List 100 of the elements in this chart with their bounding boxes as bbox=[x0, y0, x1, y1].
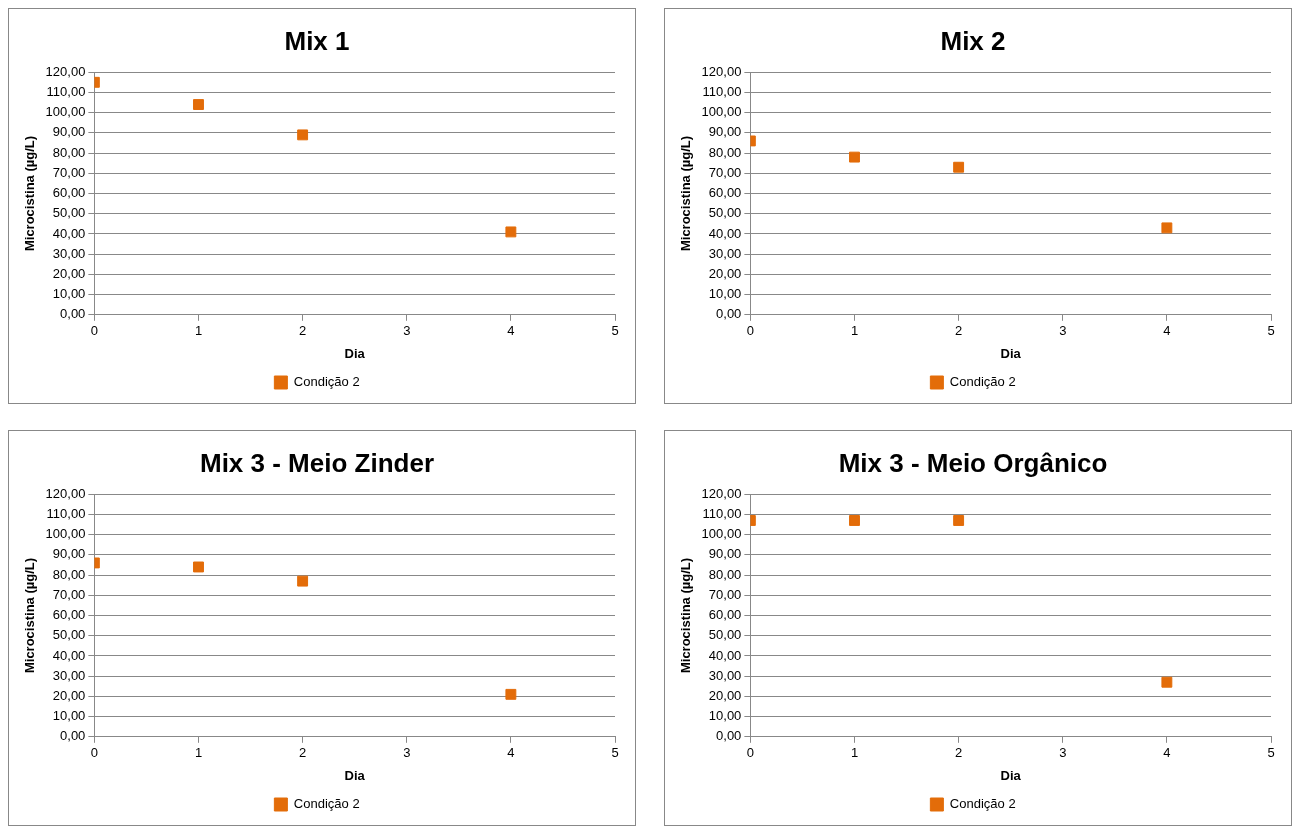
x-tick-label: 2 bbox=[299, 323, 307, 339]
y-tick-label: 40,00 bbox=[52, 647, 86, 663]
y-tick-label: 80,00 bbox=[708, 566, 742, 582]
x-tick-label: 0 bbox=[746, 323, 754, 339]
y-tick-label: 80,00 bbox=[52, 566, 86, 582]
y-tick-label: 90,00 bbox=[708, 124, 742, 140]
y-tick-label: 70,00 bbox=[52, 586, 86, 602]
x-tick-label: 4 bbox=[507, 745, 515, 761]
y-tick-label: 120,00 bbox=[45, 63, 86, 79]
y-tick-label: 0,00 bbox=[716, 306, 742, 322]
y-tick-label: 20,00 bbox=[708, 687, 742, 703]
x-tick-label: 1 bbox=[194, 745, 203, 761]
x-tick-label: 1 bbox=[850, 745, 859, 761]
y-tick-label: 80,00 bbox=[708, 144, 742, 160]
y-tick-label: 40,00 bbox=[708, 647, 742, 663]
y-axis-title: Microcistina (µg/L) bbox=[678, 557, 694, 674]
chart-title: Mix 3 - Meio Zinder bbox=[199, 447, 435, 478]
y-tick-label: 90,00 bbox=[708, 546, 742, 562]
y-tick-label: 10,00 bbox=[708, 708, 742, 724]
chart-title: Mix 2 bbox=[940, 25, 1006, 56]
y-tick-label: 60,00 bbox=[52, 607, 86, 623]
y-tick-label: 90,00 bbox=[52, 124, 86, 140]
y-tick-label: 120,00 bbox=[701, 63, 742, 79]
x-tick-label: 1 bbox=[850, 323, 859, 339]
point bbox=[953, 161, 965, 173]
y-tick-label: 110,00 bbox=[702, 505, 742, 521]
y-tick-label: 100,00 bbox=[45, 104, 86, 120]
x-tick-label: 0 bbox=[746, 745, 754, 761]
x-tick-label: 4 bbox=[507, 323, 515, 339]
point bbox=[193, 99, 204, 110]
x-tick-label: 0 bbox=[90, 745, 98, 761]
point bbox=[297, 575, 309, 587]
x-axis-title: Dia bbox=[1000, 767, 1022, 783]
y-axis-title: Microcistina (µg/L) bbox=[22, 135, 38, 252]
x-axis-title: Dia bbox=[344, 345, 366, 361]
y-tick-label: 50,00 bbox=[708, 627, 742, 643]
x-tick-label: 2 bbox=[955, 323, 963, 339]
y-tick-label: 50,00 bbox=[52, 205, 86, 221]
x-tick-label: 3 bbox=[403, 745, 411, 761]
legend-label: Condição 2 bbox=[949, 374, 1016, 390]
y-tick-label: 100,00 bbox=[701, 104, 742, 120]
y-tick-label: 110,00 bbox=[46, 83, 86, 99]
y-tick-label: 60,00 bbox=[708, 185, 742, 201]
y-tick-label: 10,00 bbox=[52, 286, 86, 302]
y-tick-label: 70,00 bbox=[708, 586, 742, 602]
x-tick-label: 2 bbox=[955, 745, 963, 761]
y-tick-label: 70,00 bbox=[708, 164, 742, 180]
y-tick-label: 0,00 bbox=[60, 728, 86, 744]
x-tick-label: 5 bbox=[1267, 745, 1275, 761]
chart-title: Mix 1 bbox=[284, 25, 350, 56]
y-tick-label: 70,00 bbox=[52, 164, 86, 180]
y-tick-label: 30,00 bbox=[708, 245, 742, 261]
y-tick-label: 0,00 bbox=[60, 306, 86, 322]
x-tick-label: 2 bbox=[299, 745, 307, 761]
y-tick-label: 40,00 bbox=[52, 225, 86, 241]
y-tick-label: 100,00 bbox=[45, 526, 86, 542]
y-tick-label: 30,00 bbox=[708, 667, 742, 683]
x-tick-label: 0 bbox=[90, 323, 98, 339]
x-axis-title: Dia bbox=[1000, 345, 1022, 361]
chart-title: Mix 3 - Meio Orgânico bbox=[838, 447, 1108, 478]
point bbox=[849, 151, 860, 163]
point bbox=[505, 688, 517, 700]
x-tick-label: 3 bbox=[403, 323, 411, 339]
point bbox=[297, 129, 309, 141]
y-tick-label: 80,00 bbox=[52, 144, 86, 160]
y-tick-label: 20,00 bbox=[708, 265, 742, 281]
y-tick-label: 50,00 bbox=[708, 205, 742, 221]
y-axis-title: Microcistina (µg/L) bbox=[678, 135, 694, 252]
y-tick-label: 10,00 bbox=[708, 286, 742, 302]
x-tick-label: 3 bbox=[1059, 745, 1067, 761]
x-tick-label: 5 bbox=[611, 323, 619, 339]
y-tick-label: 110,00 bbox=[702, 83, 742, 99]
y-tick-label: 120,00 bbox=[701, 485, 742, 501]
x-tick-label: 5 bbox=[1267, 323, 1275, 339]
y-tick-label: 30,00 bbox=[52, 245, 86, 261]
point bbox=[193, 561, 204, 573]
y-tick-label: 20,00 bbox=[52, 687, 86, 703]
y-tick-label: 50,00 bbox=[52, 627, 86, 643]
y-tick-label: 90,00 bbox=[52, 546, 86, 562]
y-tick-label: 60,00 bbox=[52, 185, 86, 201]
y-tick-label: 0,00 bbox=[716, 728, 742, 744]
x-tick-label: 4 bbox=[1163, 745, 1171, 761]
y-axis-title: Microcistina (µg/L) bbox=[22, 557, 38, 674]
y-tick-label: 120,00 bbox=[45, 485, 86, 501]
y-tick-label: 10,00 bbox=[52, 708, 86, 724]
x-axis-title: Dia bbox=[344, 767, 366, 783]
y-tick-label: 40,00 bbox=[708, 225, 742, 241]
legend-label: Condição 2 bbox=[949, 796, 1016, 812]
legend-label: Condição 2 bbox=[293, 796, 360, 812]
y-tick-label: 20,00 bbox=[52, 265, 86, 281]
legend-label: Condição 2 bbox=[293, 374, 360, 390]
x-tick-label: 5 bbox=[611, 745, 619, 761]
x-tick-label: 4 bbox=[1163, 323, 1171, 339]
y-tick-label: 110,00 bbox=[46, 505, 86, 521]
x-tick-label: 1 bbox=[194, 323, 203, 339]
y-tick-label: 100,00 bbox=[701, 526, 742, 542]
y-tick-label: 60,00 bbox=[708, 607, 742, 623]
point bbox=[505, 226, 517, 238]
point bbox=[1161, 222, 1173, 234]
y-tick-label: 30,00 bbox=[52, 667, 86, 683]
